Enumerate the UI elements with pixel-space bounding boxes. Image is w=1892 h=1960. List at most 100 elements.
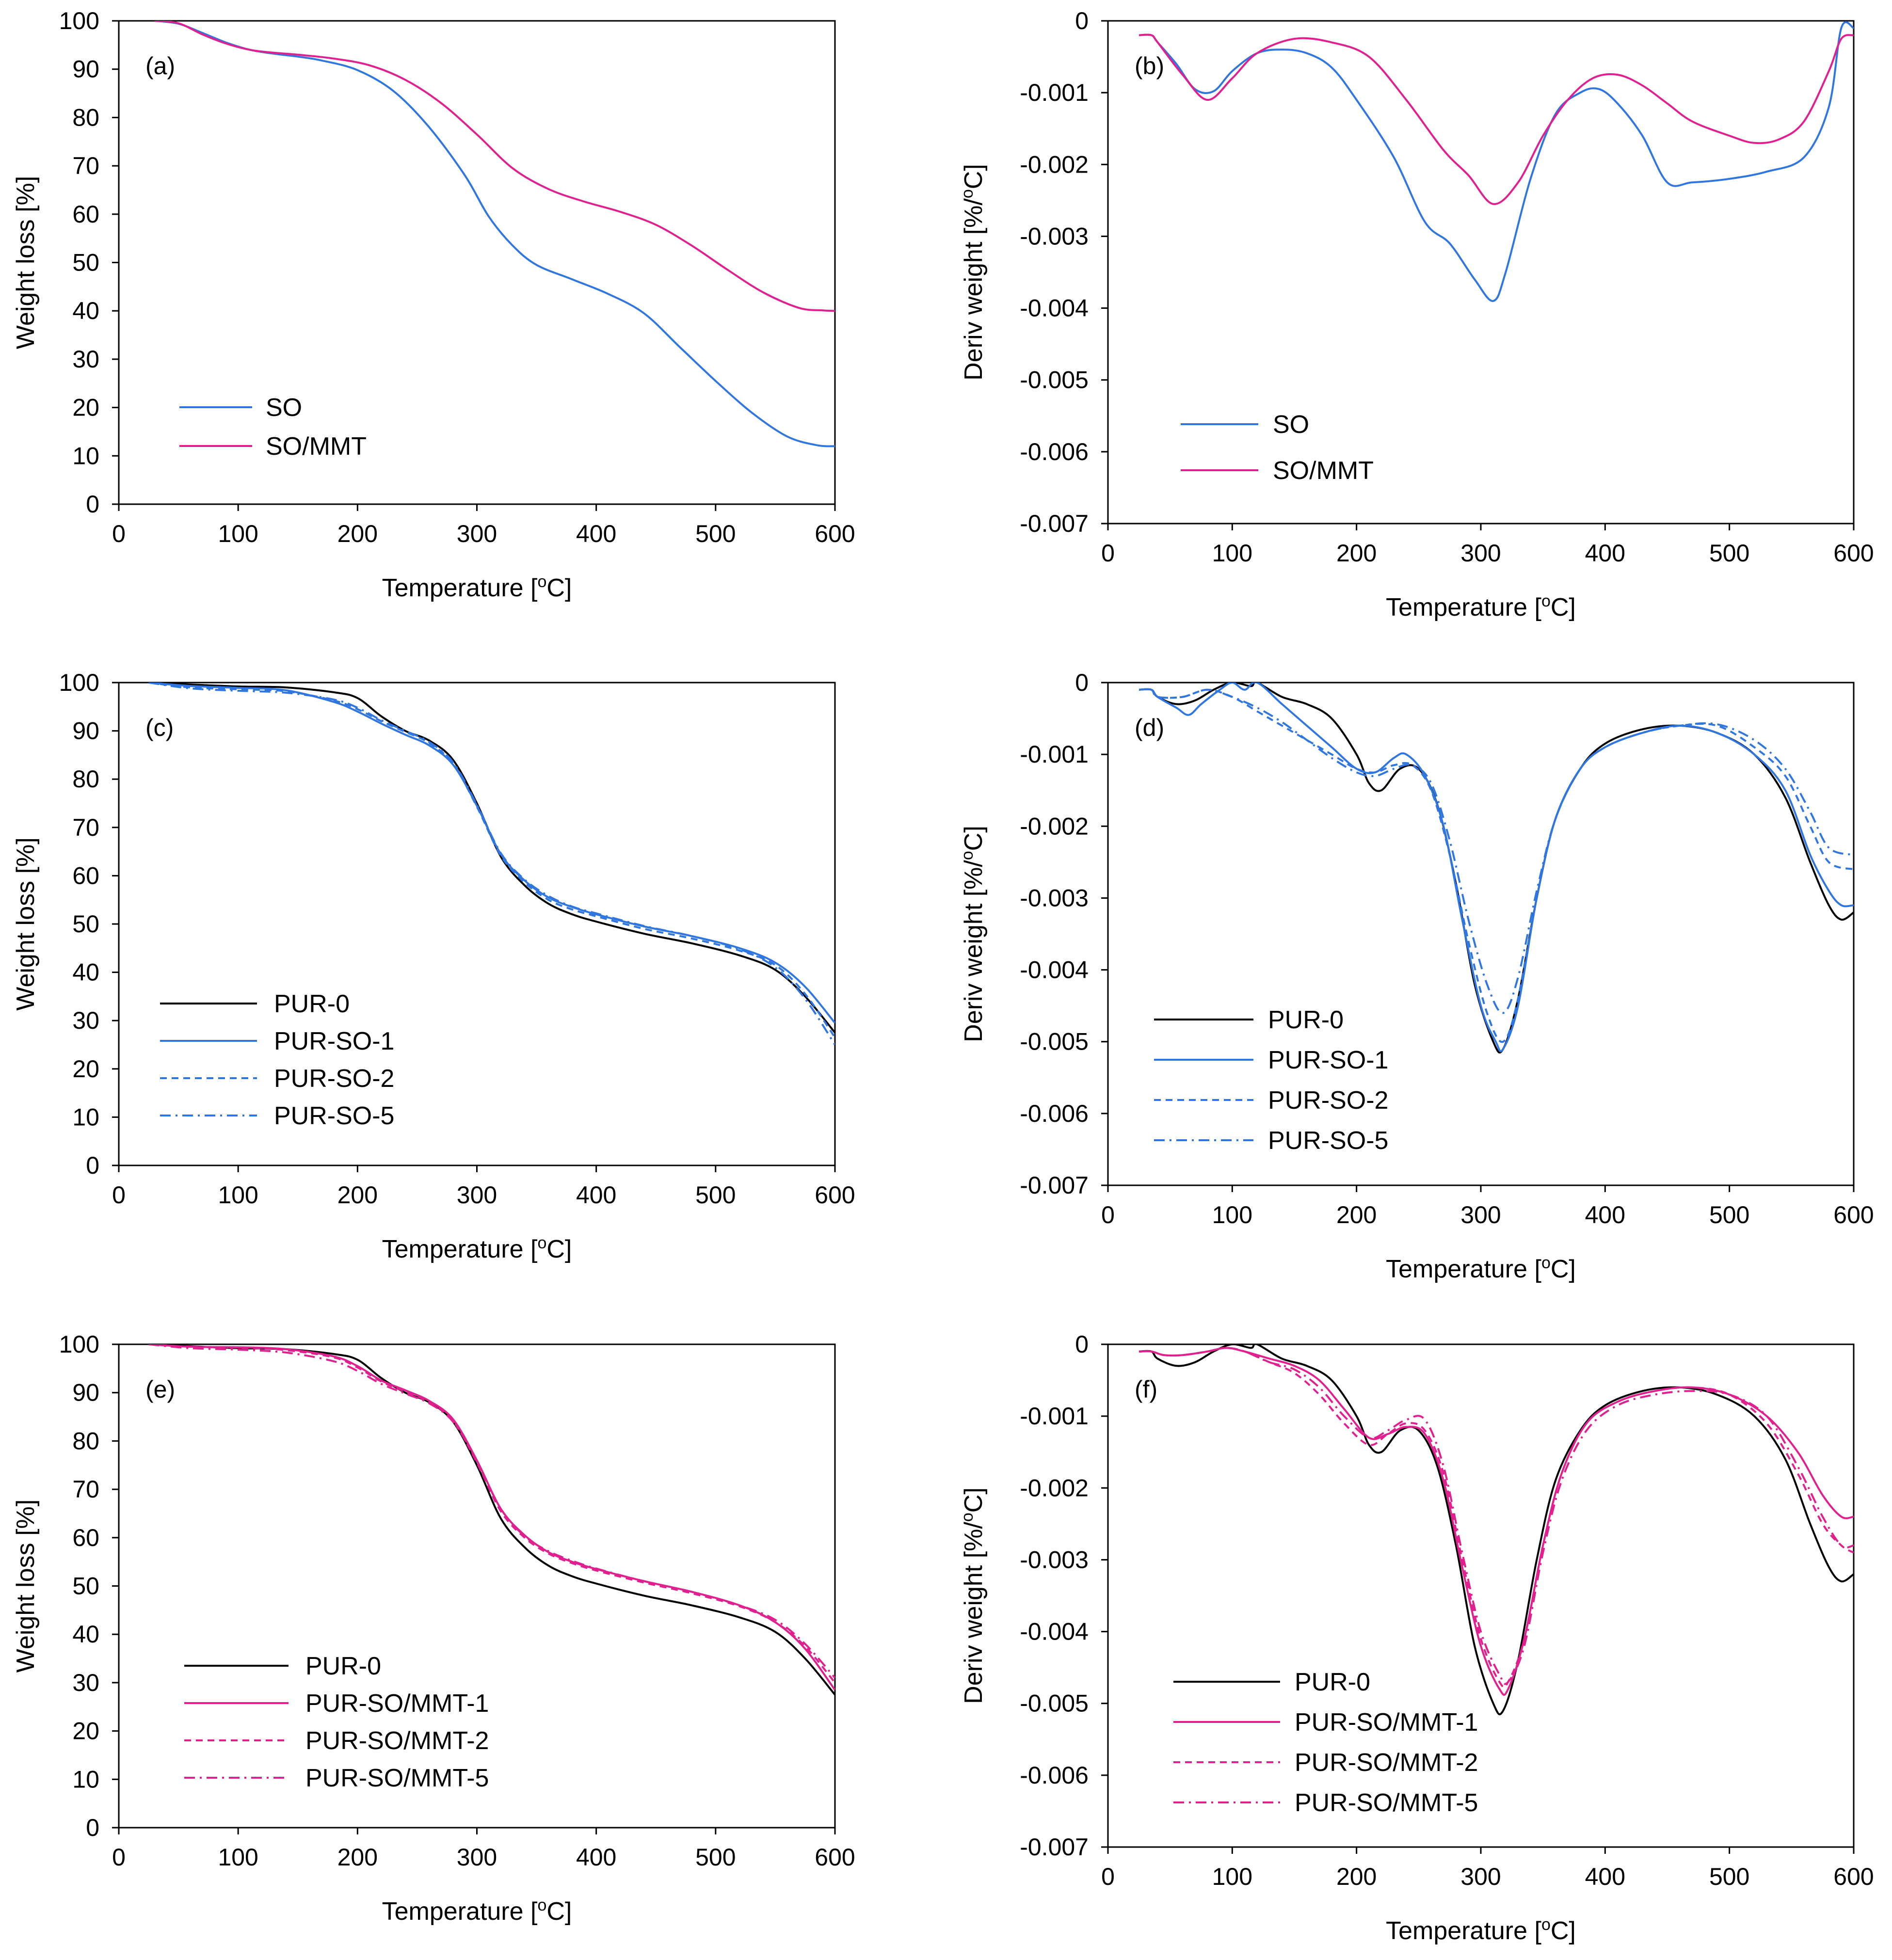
series-line-so (1139, 21, 1854, 302)
y-tick-label: 0 (1075, 669, 1089, 696)
y-tick-label: -0.007 (1020, 1833, 1089, 1861)
y-tick-label: 0 (86, 1152, 99, 1179)
y-tick-label: 50 (72, 249, 99, 276)
legend-label: PUR-SO-5 (274, 1102, 394, 1130)
x-tick-label: 0 (112, 1844, 126, 1871)
x-axis-title-end: C] (546, 1235, 572, 1263)
x-axis-title-text: Temperature [ (1386, 1255, 1541, 1283)
legend: PUR-0 PUR-SO/MMT-1 PUR-SO/MMT-2 PUR-SO/MMT-… (184, 1652, 489, 1792)
panel-c: 0 100 200 300 400 500 600 0 10 20 30 40 50 60 70 80 90 10… (12, 669, 855, 1263)
y-axis-title: Weight loss [%] (12, 176, 40, 349)
x-tick-label: 600 (1833, 1201, 1874, 1228)
x-tick-label: 400 (576, 1181, 616, 1209)
y-tick-label: 70 (72, 152, 99, 179)
series-line-pur-so-1 (1139, 683, 1854, 1052)
series-line-pur-so-mmt-1 (148, 1344, 835, 1691)
legend-label: PUR-SO/MMT-5 (1295, 1789, 1478, 1817)
x-tick-label: 0 (112, 1181, 126, 1209)
y-tick-label: 50 (72, 1573, 99, 1600)
legend-label: SO/MMT (1273, 457, 1374, 485)
series-line-pur-0 (1139, 1344, 1854, 1716)
y-axis-title: Weight loss [%] (12, 1499, 40, 1673)
y-tick-label: 60 (72, 862, 99, 889)
y-axis-title: Weight loss [%] (12, 837, 40, 1010)
legend-label: PUR-SO/MMT-5 (305, 1764, 489, 1792)
y-tick-label: -0.005 (1020, 1028, 1089, 1055)
y-tick-label: -0.005 (1020, 367, 1089, 394)
panel-a: 0 100 200 300 400 500 600 0 10 20 30 40 50 60 70 80 90 10… (12, 7, 855, 602)
x-axis-title-sup: o (537, 573, 546, 591)
x-tick-label: 200 (337, 1844, 378, 1871)
x-tick-label: 600 (1833, 1863, 1874, 1890)
series-line-pur-so-mmt-5 (1139, 1347, 1854, 1685)
x-tick-label: 100 (218, 520, 258, 547)
x-tick-label: 400 (1585, 1863, 1625, 1890)
x-tick-label: 100 (1212, 1863, 1252, 1890)
y-tick-label: 90 (72, 1379, 99, 1406)
y-tick-label: -0.003 (1020, 884, 1089, 911)
x-tick-label: 300 (1460, 1201, 1501, 1228)
x-tick-label: 500 (695, 520, 736, 547)
y-tick-label: -0.001 (1020, 79, 1089, 106)
y-axis-title-sup: o (958, 189, 977, 198)
legend: PUR-0 PUR-SO-1 PUR-SO-2 PUR-SO-5 (160, 990, 394, 1130)
legend-label: PUR-0 (274, 990, 350, 1018)
x-axis-title-text: Temperature [ (382, 1235, 538, 1263)
x-tick-label: 400 (1585, 540, 1625, 567)
legend-label: SO/MMT (266, 432, 367, 461)
x-axis-title-sup: o (537, 1234, 546, 1252)
x-tick-label: 200 (1336, 1201, 1377, 1228)
x-tick-label: 300 (1460, 1863, 1501, 1890)
x-tick-label: 300 (457, 520, 497, 547)
y-tick-label: 30 (72, 1669, 99, 1696)
y-tick-label: -0.002 (1020, 813, 1089, 840)
y-tick-label: 0 (86, 491, 99, 518)
series-line-pur-so-1 (148, 683, 835, 1024)
y-tick-label: -0.001 (1020, 1402, 1089, 1430)
y-tick-label: 20 (72, 1055, 99, 1083)
series-line-pur-so-mmt-1 (1139, 1347, 1854, 1696)
y-axis-title-text: Deriv weight [%/ (960, 860, 988, 1042)
legend-label: SO (1273, 411, 1309, 439)
series-line-pur-0 (148, 683, 835, 1034)
x-tick-label: 400 (576, 520, 616, 547)
legend-label: PUR-SO-5 (1268, 1127, 1388, 1155)
series-line-pur-so-2 (1139, 688, 1854, 1043)
y-tick-label: 60 (72, 201, 99, 228)
legend-label: PUR-0 (305, 1652, 381, 1680)
legend-label: SO (266, 394, 302, 422)
x-axis-title: Temperature [oC] (382, 573, 572, 602)
legend-label: PUR-SO/MMT-2 (305, 1727, 489, 1755)
y-axis-title-text: Weight loss [%] (12, 837, 40, 1010)
x-axis-title-sup: o (537, 1896, 546, 1914)
y-tick-label: 20 (72, 1718, 99, 1745)
x-tick-label: 400 (576, 1844, 616, 1871)
y-tick-label: 100 (59, 7, 99, 34)
x-tick-label: 0 (112, 520, 126, 547)
x-axis-title: Temperature [oC] (1386, 1254, 1576, 1283)
y-tick-label: 90 (72, 717, 99, 745)
series-line-pur-so-5 (148, 683, 835, 1046)
y-axis-title-sup: o (958, 851, 977, 860)
y-axis-title: Deriv weight [%/oC] (958, 164, 988, 381)
y-tick-label: 80 (72, 765, 99, 793)
legend: PUR-0 PUR-SO-1 PUR-SO-2 PUR-SO-5 (1154, 1006, 1388, 1155)
y-tick-label: 10 (72, 1766, 99, 1793)
panel-d: 0 100 200 300 400 500 600 0 -0.001 -0.002 -0.003 -0… (958, 669, 1874, 1283)
y-tick-label: 60 (72, 1524, 99, 1551)
panel-label: (a) (145, 52, 175, 80)
x-axis-title: Temperature [oC] (382, 1234, 572, 1263)
x-axis-title-text: Temperature [ (382, 1897, 538, 1926)
legend: SO SO/MMT (1181, 411, 1374, 485)
x-tick-label: 500 (1709, 540, 1749, 567)
x-axis-title: Temperature [oC] (382, 1896, 572, 1926)
x-axis-title-sup: o (1541, 1254, 1551, 1272)
x-tick-label: 200 (1336, 540, 1377, 567)
y-tick-label: 30 (72, 1007, 99, 1034)
series-line-so (154, 21, 835, 447)
y-tick-label: 30 (72, 346, 99, 373)
legend-label: PUR-SO/MMT-1 (1295, 1708, 1478, 1737)
y-tick-label: -0.005 (1020, 1690, 1089, 1717)
panel-label: (e) (145, 1376, 175, 1403)
plot-frame (1107, 20, 1855, 525)
